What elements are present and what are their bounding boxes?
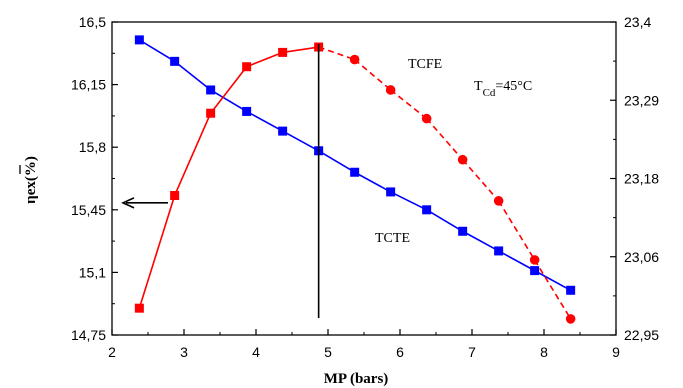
series-segment-tcte bbox=[318, 150, 356, 173]
series-segment-tcfe bbox=[390, 89, 428, 120]
data-point-tcte bbox=[206, 85, 216, 95]
data-point-tcfe bbox=[206, 108, 216, 118]
data-point-tcte bbox=[242, 106, 252, 116]
plot-frame bbox=[111, 21, 617, 336]
series-segment-tcte bbox=[282, 130, 320, 152]
data-point-tcte bbox=[566, 285, 576, 295]
y-right-tick-label: 23,06 bbox=[624, 249, 659, 265]
x-tick-label: 7 bbox=[468, 344, 476, 360]
data-point-tcte bbox=[170, 56, 180, 66]
y-left-tick-label: 15,1 bbox=[79, 264, 106, 280]
x-axis: 2 3 4 5 6 7 8 9 bbox=[108, 329, 620, 360]
series-segment-tcfe bbox=[246, 51, 283, 68]
series-segment-tcte bbox=[210, 89, 248, 113]
y-right-tick-label: 23,29 bbox=[624, 92, 659, 108]
x-tick-label: 4 bbox=[252, 344, 260, 360]
label-temperature-symbol: T bbox=[474, 79, 483, 94]
series-segment-tcte bbox=[354, 171, 392, 193]
data-point-tcfe bbox=[242, 62, 252, 72]
y-axis-left: 14,75 15,1 15,45 15,8 16,15 16,5 bbox=[71, 14, 118, 343]
series-segment-tcte bbox=[174, 60, 212, 91]
data-point-tcte bbox=[458, 226, 468, 236]
data-point-tcte bbox=[134, 35, 144, 45]
y-right-tick-label: 23,18 bbox=[624, 171, 659, 187]
data-point-tcfe bbox=[349, 54, 360, 65]
x-tick-label: 9 bbox=[612, 344, 620, 360]
series-segment-tcte bbox=[138, 39, 176, 63]
data-point-tcfe bbox=[493, 196, 504, 206]
y-left-tick-label: 16,5 bbox=[79, 14, 106, 30]
label-temperature: TCd=45°C bbox=[474, 79, 532, 99]
x-tick-label: 5 bbox=[324, 344, 332, 360]
series-segment-tcte bbox=[426, 209, 464, 232]
data-point-tcte bbox=[422, 205, 432, 215]
data-point-tcfe bbox=[421, 113, 432, 124]
data-point-tcfe bbox=[529, 255, 540, 265]
y-left-tick-label: 16,15 bbox=[71, 77, 106, 93]
x-tick-label: 2 bbox=[108, 344, 116, 360]
data-point-tcfe bbox=[385, 85, 396, 95]
data-point-tcte bbox=[530, 266, 540, 276]
label-tcte: TCTE bbox=[375, 231, 410, 246]
label-temperature-value: =45°C bbox=[495, 79, 532, 94]
series-segment-tcte bbox=[498, 250, 536, 272]
series-segment-tcfe bbox=[426, 118, 464, 161]
series-segment-tcfe bbox=[173, 112, 212, 196]
series-segment-tcfe bbox=[462, 159, 500, 202]
data-point-tcfe bbox=[278, 47, 288, 57]
annotations: TCFE TCTE TCd=45°C bbox=[121, 44, 532, 318]
series-segment-tcfe bbox=[533, 259, 572, 320]
label-tcfe: TCFE bbox=[408, 57, 442, 72]
data-point-tcte bbox=[494, 246, 504, 256]
series-segment-tcte bbox=[534, 269, 572, 291]
data-point-tcfe bbox=[170, 190, 180, 200]
series-segment-tcfe bbox=[354, 58, 392, 91]
series-segment-tcfe bbox=[282, 46, 319, 54]
data-point-tcfe bbox=[565, 314, 576, 324]
x-tick-label: 6 bbox=[396, 344, 404, 360]
data-point-tcfe bbox=[457, 154, 468, 165]
y-axis-right: 22,95 23,06 23,18 23,29 23,4 bbox=[610, 14, 659, 343]
x-axis-title: MP (bars) bbox=[324, 371, 389, 387]
data-point-tcte bbox=[278, 126, 288, 136]
y-left-tick-label: 15,8 bbox=[79, 139, 106, 155]
y-right-tick-label: 22,95 bbox=[624, 327, 659, 343]
series-segment-tcte bbox=[390, 191, 427, 211]
x-tick-label: 8 bbox=[540, 344, 548, 360]
data-point-tcte bbox=[386, 187, 396, 197]
y-right-tick-label: 23,4 bbox=[624, 14, 651, 30]
series-segment-tcfe bbox=[210, 66, 248, 114]
y-left-tick-label: 15,45 bbox=[71, 202, 106, 218]
label-temperature-subscript: Cd bbox=[483, 87, 496, 99]
series-segment-tcfe bbox=[138, 195, 176, 309]
data-point-tcfe bbox=[134, 303, 144, 313]
series-segment-tcfe bbox=[497, 200, 536, 261]
y-axis-title: ηex(%) bbox=[23, 156, 39, 204]
data-point-tcte bbox=[350, 167, 360, 177]
series-segment-tcte bbox=[246, 110, 284, 132]
x-tick-label: 3 bbox=[180, 344, 188, 360]
y-left-tick-label: 14,75 bbox=[71, 327, 106, 343]
series-segment-tcfe bbox=[318, 46, 355, 61]
series-segment-tcte bbox=[462, 230, 500, 252]
y-axis-title-group: ηex(%) bbox=[19, 156, 39, 204]
arrow-head bbox=[121, 197, 135, 209]
